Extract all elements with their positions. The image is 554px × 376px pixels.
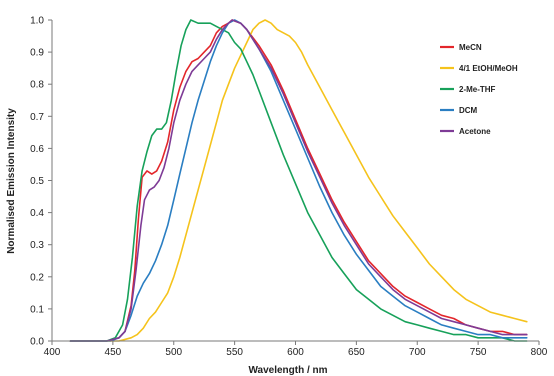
x-tick-label: 600 (287, 347, 304, 358)
legend-label-4: Acetone (459, 127, 491, 136)
plot-lines-group (69, 19, 528, 342)
legend: MeCN 4/1 EtOH/MeOH 2-Me-THF DCM Acetone (440, 43, 518, 136)
x-tick-label: 650 (348, 347, 365, 358)
y-ticks-group: 0.0 0.1 0.2 0.3 0.4 0.5 0.6 0.7 0.8 0.9 1.0 (30, 16, 52, 348)
y-tick-label: 0.8 (30, 80, 44, 91)
x-tick-label: 550 (226, 347, 243, 358)
y-tick-label: 0.6 (30, 144, 44, 155)
x-tick-label: 700 (409, 347, 426, 358)
x-ticks-group: 400 450 500 550 600 650 700 750 800 (44, 341, 548, 358)
y-axis-title: Normalised Emission Intensity (6, 108, 17, 254)
y-tick-label: 0.4 (30, 208, 44, 219)
legend-label-3: DCM (459, 106, 478, 115)
x-tick-label: 750 (470, 347, 487, 358)
series-line-4 (69, 19, 528, 342)
x-tick-label: 800 (531, 347, 548, 358)
x-tick-label: 400 (44, 347, 61, 358)
y-tick-label: 1.0 (30, 16, 44, 27)
x-axis-title: Wavelength / nm (248, 365, 327, 376)
y-tick-label: 0.1 (30, 304, 44, 315)
legend-label-2: 2-Me-THF (459, 85, 496, 94)
y-tick-label: 0.7 (30, 112, 44, 123)
x-tick-label: 450 (105, 347, 122, 358)
x-tick-label: 500 (165, 347, 182, 358)
y-tick-label: 0.2 (30, 272, 44, 283)
y-tick-label: 0.0 (30, 337, 44, 348)
series-line-1 (69, 19, 528, 342)
y-tick-label: 0.9 (30, 48, 44, 59)
y-tick-label: 0.3 (30, 240, 44, 251)
legend-label-0: MeCN (459, 43, 482, 52)
legend-label-1: 4/1 EtOH/MeOH (459, 64, 518, 73)
series-line-2 (69, 19, 528, 342)
y-tick-label: 0.5 (30, 176, 44, 187)
